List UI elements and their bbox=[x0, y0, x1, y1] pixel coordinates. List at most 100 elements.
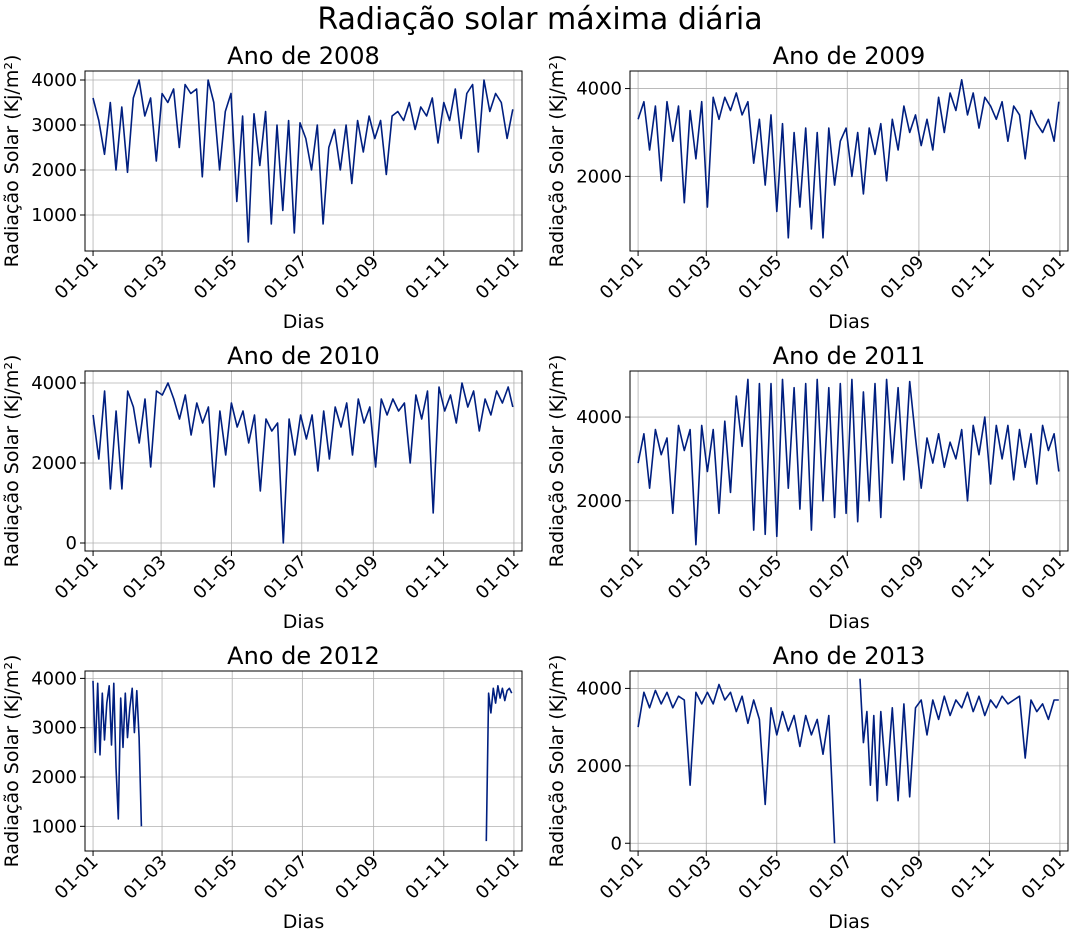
subplot-0: Ano de 2008 01-01 01-03 01-05 01-07 01-09 01-1… bbox=[1, 42, 523, 333]
series-line bbox=[637, 79, 1060, 239]
y-tick-label: 2000 bbox=[31, 453, 77, 474]
series-line bbox=[637, 378, 1060, 546]
subplot-title: Ano de 2010 bbox=[227, 342, 380, 370]
x-tick-label: 01-11 bbox=[947, 552, 999, 604]
y-tick-label: 3000 bbox=[31, 718, 77, 739]
x-tick-label: 01-03 bbox=[664, 852, 716, 904]
series-line bbox=[92, 680, 143, 827]
plot-frame bbox=[84, 370, 523, 552]
x-tick-label: 01-05 bbox=[190, 852, 242, 904]
y-tick-label: 1000 bbox=[31, 205, 77, 226]
x-axis-label: Dias bbox=[283, 611, 324, 633]
y-axis-label: Radiação Solar (Kj/m²) bbox=[1, 55, 23, 268]
y-axis-label: Radiação Solar (Kj/m²) bbox=[546, 355, 568, 568]
figure-title: Radiação solar máxima diária bbox=[317, 2, 762, 37]
y-tick-label: 4000 bbox=[576, 678, 622, 699]
series-line bbox=[637, 683, 836, 844]
y-tick-label: 4000 bbox=[576, 79, 622, 100]
x-tick-label: 01-01 bbox=[1018, 852, 1070, 904]
x-tick-label: 01-01 bbox=[472, 252, 524, 304]
x-axis-label: Dias bbox=[828, 911, 869, 933]
y-tick-label: 4000 bbox=[31, 668, 77, 689]
subplot-1: Ano de 2009 01-01 01-03 01-05 01-07 01-09 01-1… bbox=[546, 42, 1069, 333]
x-tick-label: 01-11 bbox=[947, 252, 999, 304]
y-tick-label: 2000 bbox=[31, 767, 77, 788]
x-tick-label: 01-09 bbox=[331, 252, 383, 304]
subplot-title: Ano de 2013 bbox=[773, 642, 926, 670]
y-tick-label: 2000 bbox=[576, 756, 622, 777]
x-tick-label: 01-11 bbox=[401, 852, 453, 904]
panels: Ano de 2008 01-01 01-03 01-05 01-07 01-09 01-1… bbox=[1, 42, 1069, 933]
x-tick-label: 01-01 bbox=[472, 852, 524, 904]
plot-frame bbox=[629, 70, 1069, 252]
plot-frame bbox=[629, 670, 1069, 852]
x-tick-label: 01-05 bbox=[734, 252, 786, 304]
x-tick-label: 01-03 bbox=[119, 552, 171, 604]
x-tick-label: 01-11 bbox=[947, 852, 999, 904]
x-tick-label: 01-09 bbox=[331, 852, 383, 904]
x-tick-label: 01-05 bbox=[734, 552, 786, 604]
y-tick-label: 3000 bbox=[31, 115, 77, 136]
x-tick-label: 01-01 bbox=[51, 852, 103, 904]
series-line bbox=[92, 382, 514, 544]
x-axis-label: Dias bbox=[283, 311, 324, 333]
y-tick-label: 4000 bbox=[576, 407, 622, 428]
x-tick-label: 01-01 bbox=[1018, 552, 1070, 604]
y-tick-label: 1000 bbox=[31, 816, 77, 837]
x-tick-label: 01-01 bbox=[596, 552, 648, 604]
subplot-title: Ano de 2008 bbox=[227, 42, 380, 70]
plot-frame bbox=[84, 670, 523, 852]
subplot-3: Ano de 2011 01-01 01-03 01-05 01-07 01-09 01-1… bbox=[546, 342, 1069, 633]
y-axis-label: Radiação Solar (Kj/m²) bbox=[546, 655, 568, 868]
x-tick-label: 01-05 bbox=[189, 552, 241, 604]
x-tick-label: 01-05 bbox=[734, 852, 786, 904]
x-tick-label: 01-03 bbox=[664, 552, 716, 604]
x-tick-label: 01-01 bbox=[596, 852, 648, 904]
x-tick-label: 01-09 bbox=[877, 852, 929, 904]
x-axis-label: Dias bbox=[828, 311, 869, 333]
subplot-5: Ano de 2013 01-01 01-03 01-05 01-07 01-09 01-1… bbox=[546, 642, 1069, 933]
y-tick-label: 0 bbox=[611, 833, 622, 854]
y-tick-label: 2000 bbox=[576, 166, 622, 187]
x-tick-label: 01-03 bbox=[120, 252, 172, 304]
subplot-title: Ano de 2009 bbox=[773, 42, 926, 70]
series-line bbox=[92, 79, 514, 243]
x-axis-label: Dias bbox=[283, 911, 324, 933]
x-tick-label: 01-01 bbox=[51, 552, 103, 604]
subplot-title: Ano de 2011 bbox=[773, 342, 926, 370]
y-tick-label: 0 bbox=[66, 533, 77, 554]
x-tick-label: 01-11 bbox=[401, 252, 453, 304]
x-tick-label: 01-01 bbox=[596, 252, 648, 304]
x-axis-label: Dias bbox=[828, 611, 869, 633]
subplot-4: Ano de 2012 01-01 01-03 01-05 01-07 01-09 01-1… bbox=[1, 642, 523, 933]
x-tick-label: 01-11 bbox=[401, 552, 453, 604]
x-tick-label: 01-03 bbox=[120, 852, 172, 904]
x-tick-label: 01-01 bbox=[472, 552, 524, 604]
series-line bbox=[485, 684, 513, 842]
x-tick-label: 01-07 bbox=[260, 252, 312, 304]
y-tick-label: 2000 bbox=[31, 160, 77, 181]
x-tick-label: 01-01 bbox=[51, 252, 103, 304]
y-axis-label: Radiação Solar (Kj/m²) bbox=[1, 355, 23, 568]
y-tick-label: 4000 bbox=[31, 70, 77, 91]
x-tick-label: 01-03 bbox=[664, 252, 716, 304]
y-axis-label: Radiação Solar (Kj/m²) bbox=[546, 55, 568, 268]
x-tick-label: 01-07 bbox=[259, 552, 311, 604]
x-tick-label: 01-07 bbox=[260, 852, 312, 904]
y-axis-label: Radiação Solar (Kj/m²) bbox=[1, 655, 23, 868]
y-tick-label: 2000 bbox=[576, 491, 622, 512]
x-tick-label: 01-09 bbox=[877, 252, 929, 304]
plot-frame bbox=[84, 70, 523, 252]
x-tick-label: 01-09 bbox=[331, 552, 383, 604]
x-tick-label: 01-05 bbox=[190, 252, 242, 304]
x-tick-label: 01-09 bbox=[877, 552, 929, 604]
subplot-2: Ano de 2010 01-01 01-03 01-05 01-07 01-09 01-1… bbox=[1, 342, 523, 633]
plot-frame bbox=[629, 370, 1069, 552]
x-tick-label: 01-07 bbox=[805, 252, 857, 304]
subplot-title: Ano de 2012 bbox=[227, 642, 380, 670]
x-tick-label: 01-07 bbox=[805, 552, 857, 604]
x-tick-label: 01-01 bbox=[1018, 252, 1070, 304]
series-line bbox=[859, 678, 1059, 802]
y-tick-label: 4000 bbox=[31, 373, 77, 394]
